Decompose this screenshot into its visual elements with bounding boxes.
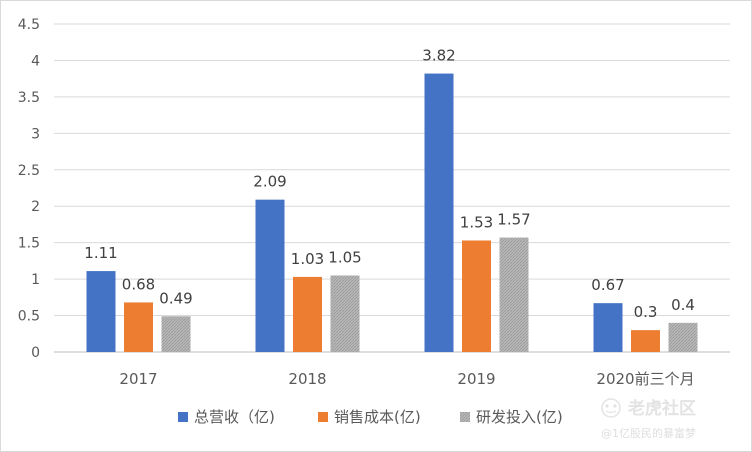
y-tick-label: 0 [31,345,40,361]
legend-label: 销售成本(亿) [334,408,421,426]
x-tick-label: 2019 [457,370,495,388]
x-tick-label: 2017 [119,370,157,388]
bar-1-2018 [255,199,285,352]
legend-swatch [318,412,328,422]
legend-label: 总营收（亿) [194,408,275,426]
data-label: 2.09 [253,173,286,191]
bar-1-2017 [86,271,116,352]
y-tick-label: 2 [31,199,40,215]
bar-3-2018 [330,275,360,352]
y-tick-label: 3 [31,126,40,142]
watermark: 老虎社区 @1亿股民的暴富梦 [601,398,696,440]
y-tick-label: 4.5 [18,17,40,33]
data-label: 0.68 [122,275,155,293]
y-tick-label: 1.5 [18,236,40,252]
legend: 总营收（亿) 销售成本(亿) 研发投入(亿) [178,408,563,426]
bar-2-2017 [124,302,153,352]
data-label: 1.57 [497,211,530,229]
y-tick-label: 3.5 [18,90,40,106]
data-label: 0.67 [591,276,624,294]
data-label: 0.3 [634,303,658,321]
data-label: 1.05 [328,248,361,266]
bar-1-2019 [424,73,454,352]
legend-label: 研发投入(亿) [476,408,563,426]
watermark-author-text: @1亿股民的暴富梦 [601,426,696,440]
bars [86,73,698,352]
bar-3-2017 [161,316,191,352]
bar-3-2020前三个月 [668,322,698,352]
x-axis-tick-labels: 2017 2018 2019 2020前三个月 [119,370,694,388]
tiger-paw-icon [601,398,621,418]
data-labels: 1.11 0.680.49 2.09 1.03 1.05 3.82 1.53 1.57 0.67… [84,47,695,322]
x-tick-label: 2018 [288,370,326,388]
y-tick-label: 1 [31,272,40,288]
y-axis-tick-labels: 0 0.5 1 1.5 2 2.5 3 3.5 4 4.5 [18,17,40,361]
y-tick-label: 0.5 [18,309,40,325]
data-label: 0.4 [671,296,695,314]
data-label: 1.53 [460,213,493,231]
x-tick-label: 2020前三个月 [596,370,694,388]
bar-3-2019 [499,237,529,352]
data-label: 1.11 [84,244,117,262]
bar-2-2018 [293,276,322,352]
legend-swatch [178,412,188,422]
data-label: 1.03 [291,250,324,268]
bar-1-2020前三个月 [593,303,623,352]
bar-2-2019 [462,240,491,352]
bar-2-2020前三个月 [631,330,660,352]
y-tick-label: 2.5 [18,163,40,179]
data-label: 3.82 [422,47,455,65]
y-tick-label: 4 [31,53,40,69]
watermark-logo-text: 老虎社区 [627,398,696,419]
data-label: 0.49 [159,289,192,307]
legend-swatch [460,412,470,422]
